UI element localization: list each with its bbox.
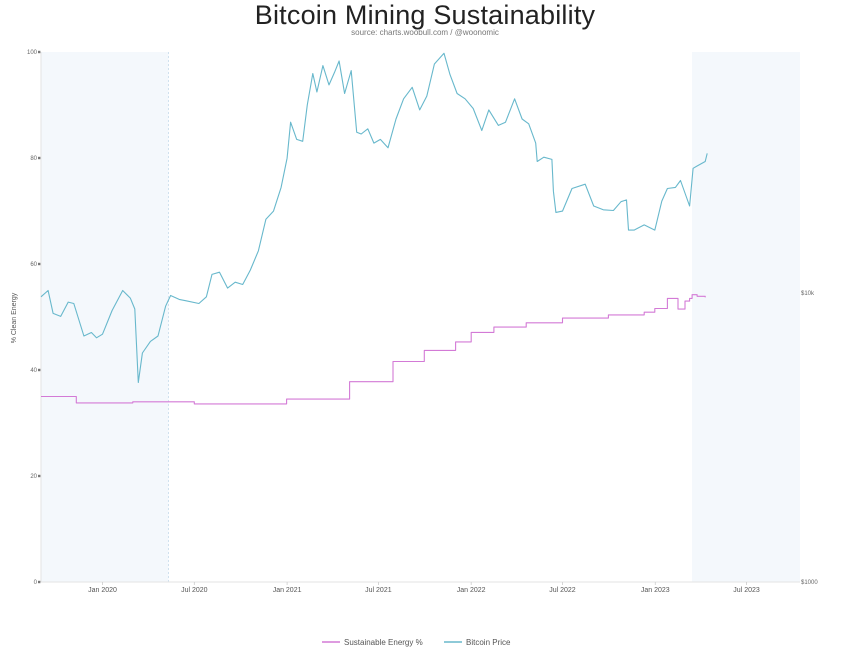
series-layer [40, 52, 708, 405]
chart-subtitle: source: charts.woobull.com / @woonomic [351, 28, 499, 37]
y-ticks-right: $1000 $10k [801, 291, 818, 586]
y-tick-mark [38, 368, 41, 372]
x-tick-label: Jan 2020 [88, 587, 117, 594]
x-tick-label: Jan 2023 [641, 587, 670, 594]
x-tick-label: Jul 2023 [733, 587, 760, 594]
y-tick-mark [38, 262, 41, 266]
series-line-bitcoin-price [40, 52, 708, 384]
y-ticks-left: 0 20 40 60 80 100 [27, 50, 41, 586]
y-tick-label: 100 [27, 50, 38, 56]
y-axis-title: % Clean Energy [11, 292, 18, 343]
y-right-tick-label: $1000 [801, 580, 818, 586]
y-tick-mark [38, 474, 41, 478]
legend[interactable]: Sustainable Energy % Bitcoin Price [322, 638, 511, 647]
legend-item-label: Bitcoin Price [466, 638, 511, 647]
x-ticks: Jan 2020 Jul 2020 Jan 2021 Jul 2021 Jan 2022… [88, 582, 760, 594]
y-right-tick-label: $10k [801, 291, 815, 297]
legend-item-label: Sustainable Energy % [344, 638, 423, 647]
shaded-region-1 [692, 52, 800, 582]
y-tick-label: 0 [34, 580, 38, 586]
x-tick-label: Jul 2021 [365, 587, 392, 594]
y-tick-mark [38, 156, 41, 160]
y-tick-label: 20 [30, 474, 37, 480]
x-tick-label: Jul 2020 [181, 587, 208, 594]
y-tick-label: 80 [30, 156, 37, 162]
x-tick-label: Jan 2021 [273, 587, 302, 594]
shaded-regions [41, 52, 800, 582]
y-tick-mark [38, 580, 41, 584]
chart-axes [40, 52, 800, 583]
y-tick-label: 40 [30, 368, 37, 374]
y-tick-label: 60 [30, 262, 37, 268]
y-tick-mark [38, 50, 41, 54]
series-line-sustainable-energy [41, 294, 706, 405]
x-tick-label: Jul 2022 [549, 587, 576, 594]
chart-title: Bitcoin Mining Sustainability [254, 0, 596, 30]
shaded-region-0 [41, 52, 169, 582]
x-tick-label: Jan 2022 [457, 587, 486, 594]
